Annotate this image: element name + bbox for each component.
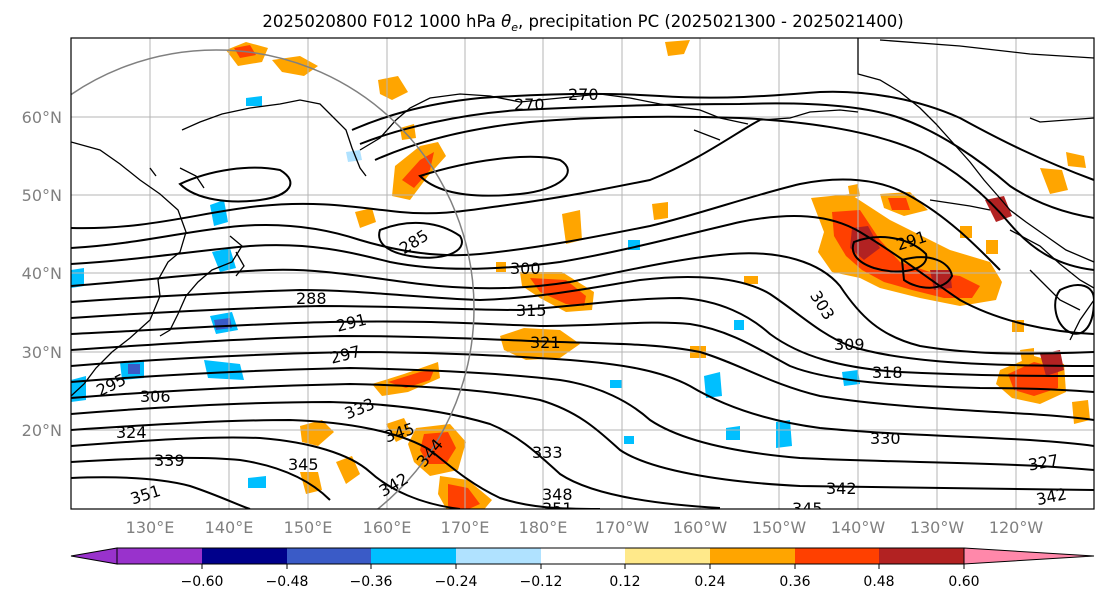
lon-label: 140°W [831, 518, 886, 537]
lon-label: 160°E [363, 518, 412, 537]
colorbar-segment [541, 548, 625, 564]
lon-label: 150°E [284, 518, 333, 537]
colorbar-tick-label: 0.60 [948, 574, 979, 590]
longitude-labels: 130°E 140°E 150°E 160°E 170°E 180°E 170°… [126, 518, 1044, 537]
theta-e-contours [71, 90, 1094, 509]
figure-title: 2025020800 F012 1000 hPa θe, precipitati… [262, 12, 903, 34]
colorbar-tick-label: 0.24 [694, 574, 725, 590]
colorbar-extend-left [70, 547, 118, 565]
contour-label: 324 [116, 423, 147, 442]
colorbar-tick-label: −0.60 [181, 574, 224, 590]
contour-label: 348 [542, 485, 573, 504]
lat-label: 50°N [22, 186, 62, 205]
colorbar-tick-label: 0.12 [609, 574, 640, 590]
contour-label: 300 [510, 259, 541, 278]
colorbar-tick-label: 0.36 [779, 574, 810, 590]
map-area: 270 270 285 288 291 297 300 315 321 306 … [71, 38, 1094, 518]
lat-label: 30°N [22, 343, 62, 362]
contour-label: 321 [530, 333, 561, 352]
graticule [71, 38, 1094, 509]
lon-label: 130°E [126, 518, 175, 537]
colorbar-tick-label: −0.12 [520, 574, 563, 590]
contour-label: 333 [532, 443, 563, 462]
contour-label: 288 [296, 289, 327, 308]
lon-label: 170°E [441, 518, 490, 537]
contour-label: 351 [542, 499, 573, 518]
lon-label: 140°E [205, 518, 254, 537]
lon-label: 130°W [910, 518, 965, 537]
colorbar-segment [202, 548, 287, 564]
lon-label: 150°W [752, 518, 807, 537]
colorbar-tick-label: 0.48 [863, 574, 894, 590]
lon-label: 170°W [595, 518, 650, 537]
lon-label: 120°W [989, 518, 1044, 537]
colorbar-tick-label: −0.36 [350, 574, 393, 590]
contour-label: 342 [826, 479, 857, 498]
colorbar-tick-label: −0.48 [266, 574, 309, 590]
contour-label: 345 [288, 455, 319, 474]
contour-label: 318 [872, 363, 903, 382]
latitude-labels: 60°N 50°N 40°N 30°N 20°N [22, 108, 62, 440]
contour-label: 345 [792, 499, 823, 518]
colorbar-segment [117, 548, 202, 564]
colorbar: −0.60 −0.48 −0.36 −0.24 −0.12 0.12 0.24 … [70, 547, 1095, 590]
colorbar-segment [879, 548, 964, 564]
lat-label: 20°N [22, 421, 62, 440]
colorbar-segment [287, 548, 371, 564]
colorbar-segment [795, 548, 879, 564]
contour-label: 270 [514, 95, 545, 114]
colorbar-segment [456, 548, 541, 564]
contour-label: 309 [834, 335, 865, 354]
lat-label: 60°N [22, 108, 62, 127]
lon-label: 160°W [673, 518, 728, 537]
colorbar-segment [625, 548, 710, 564]
contour-label: 330 [870, 429, 901, 448]
coastlines [71, 38, 1094, 397]
reference-circle [71, 49, 475, 509]
lat-label: 40°N [22, 264, 62, 283]
colorbar-segment [371, 548, 456, 564]
lon-label: 180°E [519, 518, 568, 537]
contour-label: 315 [516, 301, 547, 320]
colorbar-tick-label: −0.24 [435, 574, 478, 590]
contour-label: 270 [568, 85, 599, 104]
map-frame [70, 37, 1095, 510]
colorbar-extend-right [963, 547, 1095, 565]
contour-label: 339 [154, 451, 185, 470]
colorbar-segment [710, 548, 795, 564]
contour-label: 306 [140, 387, 171, 406]
